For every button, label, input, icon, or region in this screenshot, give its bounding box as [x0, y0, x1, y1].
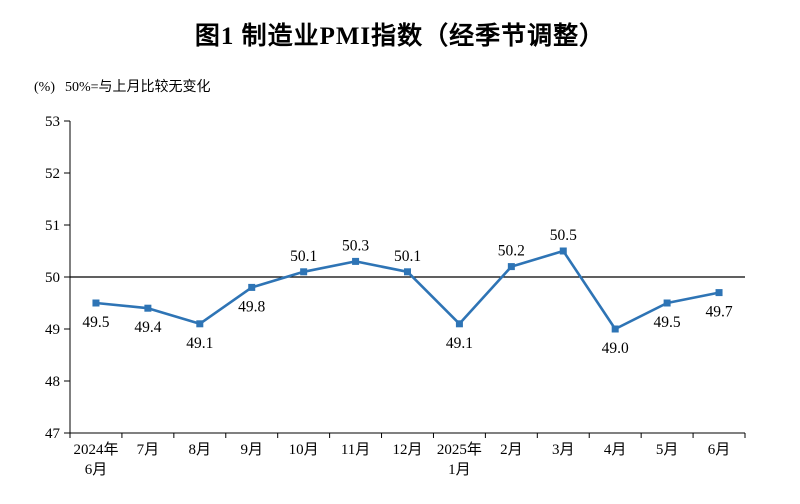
data-point-marker	[611, 325, 619, 333]
y-tick-label: 53	[45, 114, 60, 130]
note-label: 50%=与上月比较无变化	[65, 80, 211, 95]
x-category-label: 2月	[500, 442, 523, 458]
chart-title: 图1 制造业PMI指数（经季节调整）	[194, 23, 606, 50]
y-tick-label: 47	[45, 426, 61, 442]
y-tick-label: 52	[45, 166, 60, 182]
data-point-marker	[559, 247, 567, 255]
data-point-marker	[404, 268, 411, 276]
x-category-label: 2024年 6月	[73, 441, 118, 478]
x-category-label: 6月	[708, 442, 731, 458]
data-point-marker	[300, 268, 308, 276]
data-point-label: 50.1	[394, 248, 421, 265]
data-point-label: 49.1	[186, 335, 213, 352]
y-tick-label: 50	[45, 270, 60, 286]
data-point-marker	[196, 320, 204, 328]
data-point-label: 50.3	[342, 237, 369, 254]
x-category-label: 5月	[656, 442, 679, 458]
data-point-marker	[144, 304, 152, 312]
y-tick-label: 51	[45, 218, 60, 234]
x-category-label: 3月	[552, 442, 575, 458]
x-category-label: 2025年 1月	[437, 441, 482, 478]
x-category-label: 8月	[189, 442, 212, 458]
data-point-label: 49.7	[705, 304, 732, 321]
data-point-label: 49.0	[602, 340, 629, 357]
data-point-marker	[352, 257, 360, 265]
data-point-marker	[455, 320, 463, 328]
data-point-marker	[92, 299, 100, 307]
data-point-label: 49.8	[238, 298, 265, 315]
unit-label: (%)	[34, 80, 55, 95]
data-point-label: 49.4	[134, 319, 161, 336]
data-point-marker	[507, 263, 515, 271]
y-tick-label: 49	[45, 322, 60, 338]
y-tick-label: 48	[45, 374, 60, 390]
data-point-label: 50.5	[550, 227, 577, 244]
x-category-label: 9月	[240, 442, 263, 458]
x-category-label: 11月	[341, 442, 370, 458]
data-point-marker	[663, 299, 671, 307]
data-point-label: 50.1	[290, 248, 317, 265]
data-point-marker	[248, 283, 256, 291]
x-category-label: 10月	[289, 442, 319, 458]
pmi-line-chart: 47 48 49 50 51 52 53 49.5 49.4 49.1 49.8 50.1 50.3 50…	[45, 114, 746, 478]
data-point-label: 49.5	[82, 314, 109, 331]
data-point-label: 49.5	[654, 314, 681, 331]
x-category-label: 7月	[137, 442, 160, 458]
data-point-marker	[715, 289, 723, 297]
x-category-label: 12月	[392, 442, 422, 458]
x-category-label: 4月	[604, 442, 627, 458]
axis-unit-note: (%) 50%=与上月比较无变化	[34, 76, 800, 96]
data-point-label: 49.1	[446, 335, 473, 352]
data-point-label: 50.2	[498, 243, 525, 260]
